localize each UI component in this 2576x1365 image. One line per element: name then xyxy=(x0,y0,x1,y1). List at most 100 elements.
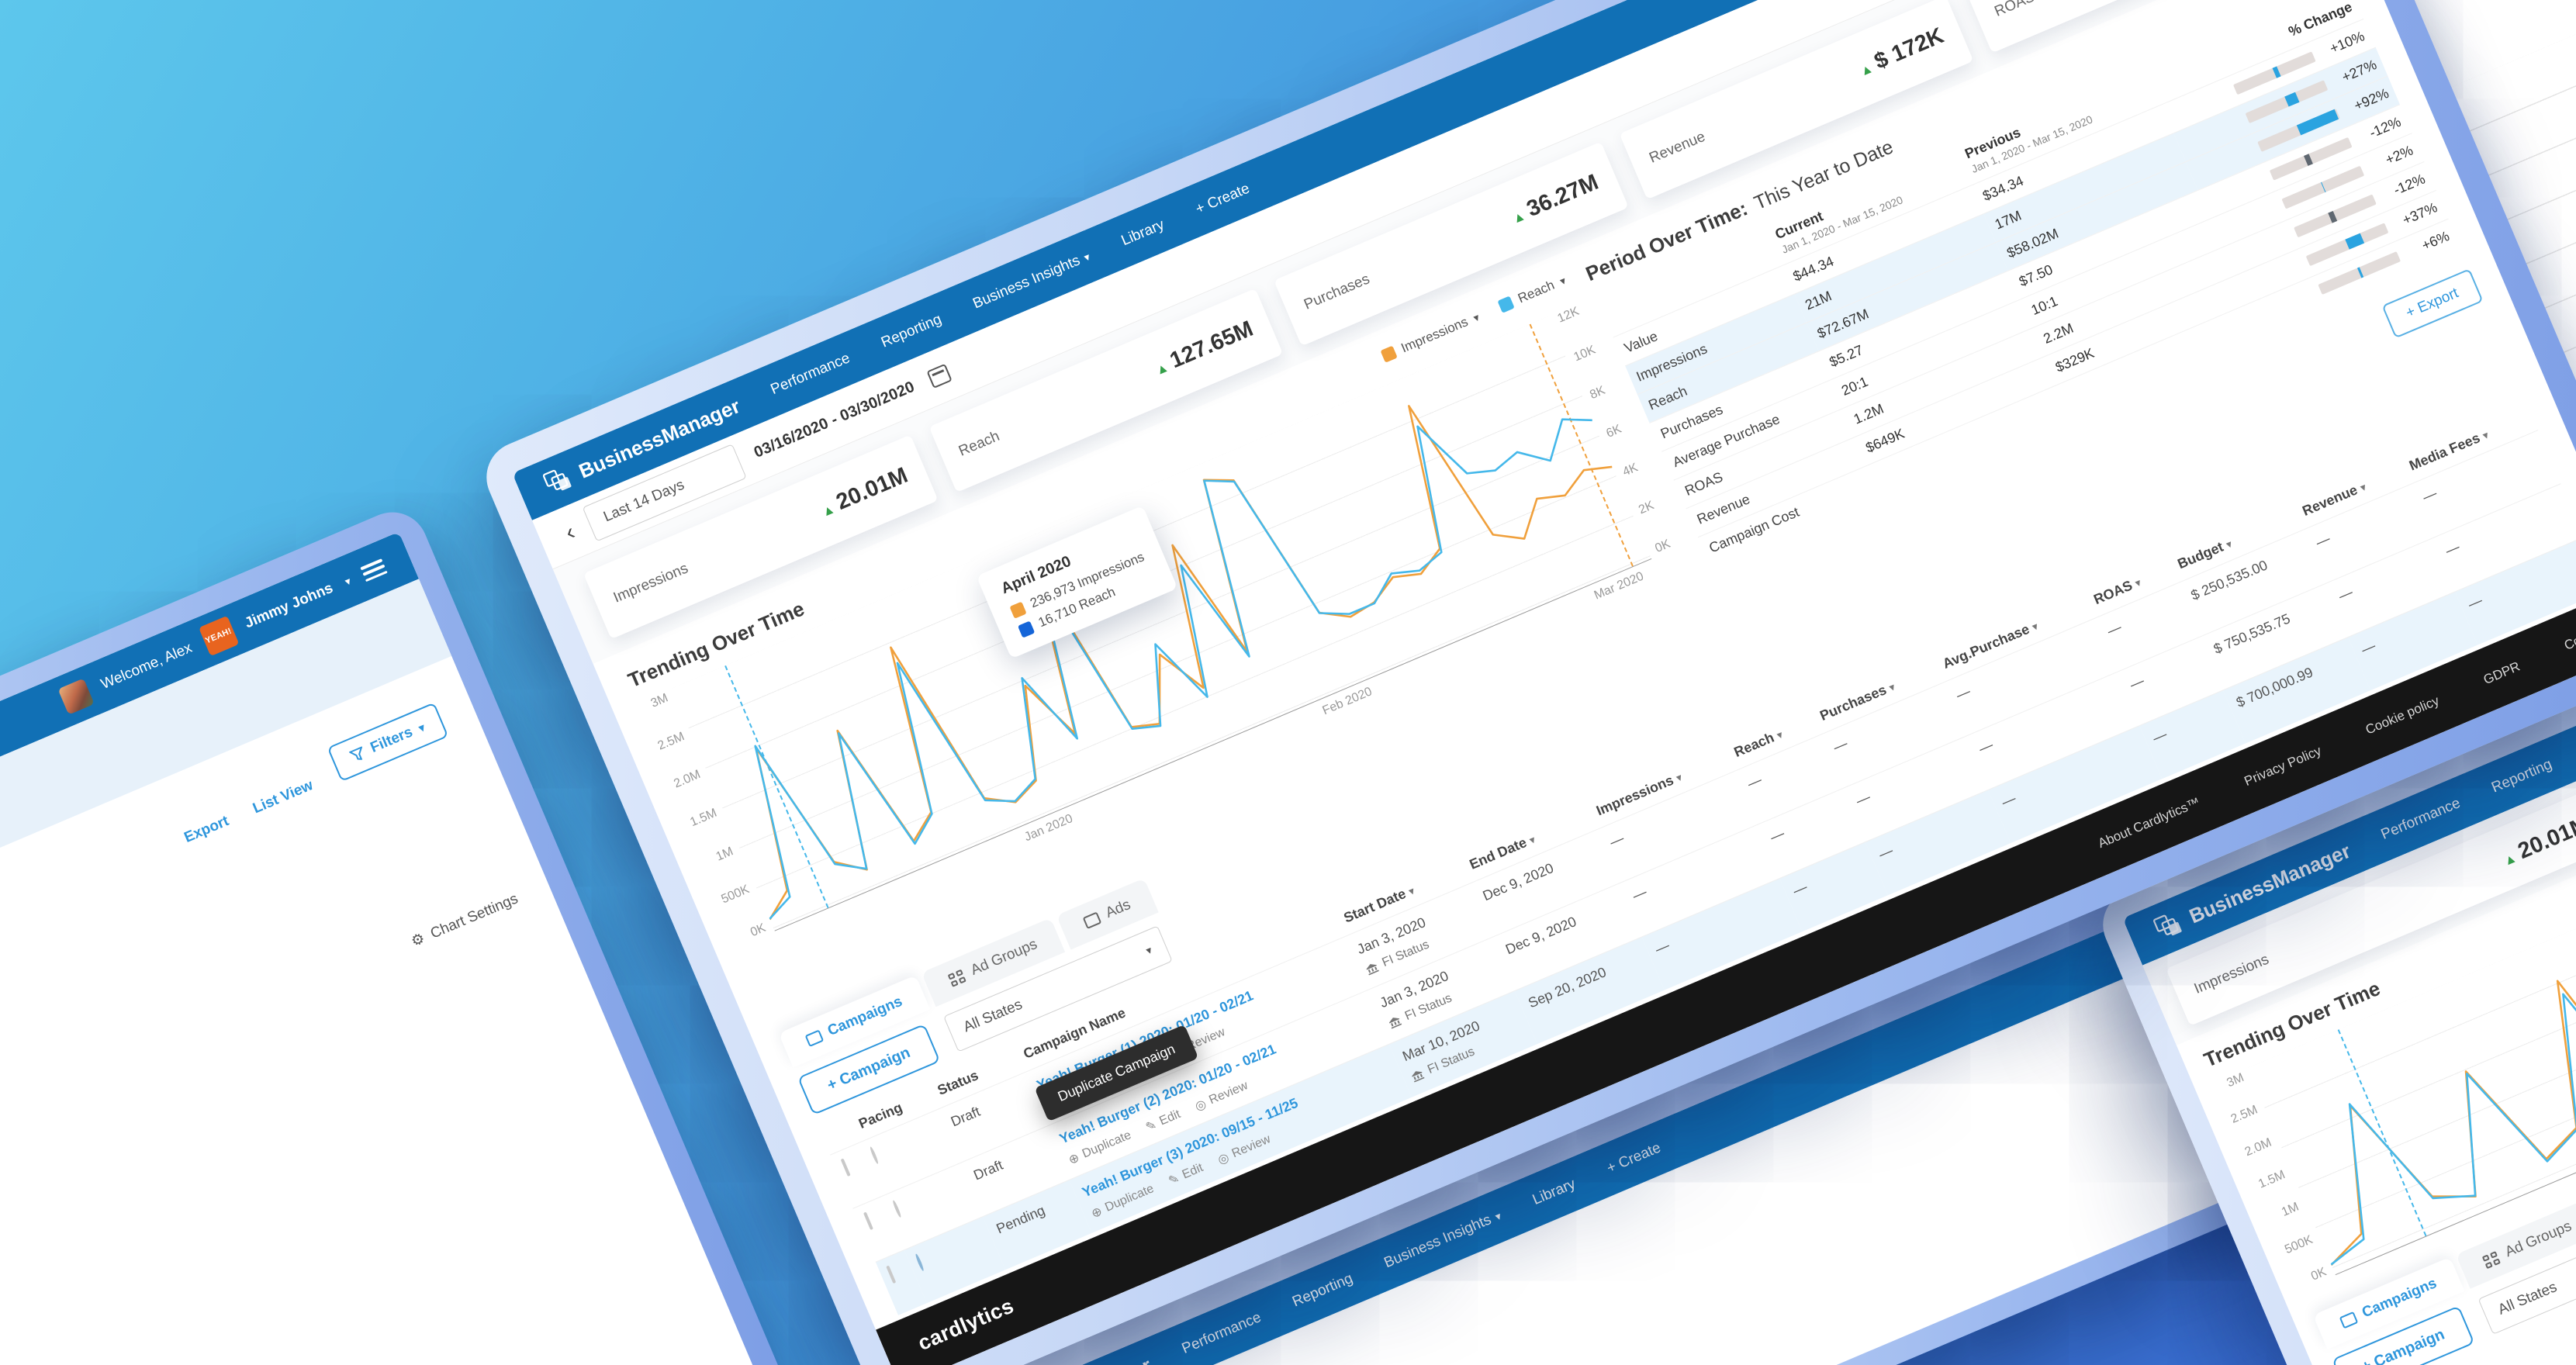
bottom-right-screen: BusinessManager Performance Reporting Bu… xyxy=(2122,342,2576,1365)
up-arrow-icon: ▲ xyxy=(1509,208,1528,227)
funnel-icon xyxy=(348,746,363,760)
campaign-row[interactable]: Pending Yeah! Burger (3) 2020: 09/15 - 1… xyxy=(875,537,2576,1315)
nav-reporting[interactable]: Reporting xyxy=(879,311,945,351)
cardlytics-logo: cardlytics xyxy=(915,1294,1018,1356)
footer-link-contacts[interactable]: Contacts xyxy=(2561,619,2576,653)
footer-link-cookie[interactable]: Cookie policy xyxy=(2363,693,2442,738)
trend-plot[interactable]: April 2020 236,973 Impressions 16,710 Re… xyxy=(2248,522,2576,1276)
reach-swatch xyxy=(1017,620,1035,638)
trending-chart xyxy=(2248,523,2576,1275)
central-navbar: BusinessManager Performance Reporting Bu… xyxy=(512,0,2289,520)
kpi-value: ▲127.65M xyxy=(1153,316,1257,378)
up-arrow-icon: ▲ xyxy=(1153,359,1171,378)
bank-icon xyxy=(1366,963,1380,976)
brand[interactable]: BusinessManager xyxy=(2152,838,2354,944)
brand[interactable]: BusinessManager xyxy=(541,392,744,499)
pacing-indicator xyxy=(869,1146,880,1165)
br-trending-panel: Trending Over Time Impressions▾ Reach▾ 3… xyxy=(2198,485,2576,1308)
edit-icon: ✎ xyxy=(1167,1172,1182,1188)
filters-button[interactable]: Filters ▾ xyxy=(327,702,449,783)
up-arrow-icon: ▲ xyxy=(1857,60,1876,80)
kpi-value: ▲20.01M xyxy=(819,463,912,520)
kpi-label: Purchases xyxy=(1302,271,1372,313)
kpi-label: Revenue xyxy=(1647,128,1708,167)
footer-link-about[interactable]: About Cardlytics™ xyxy=(2096,794,2203,852)
chevron-down-icon: ▾ xyxy=(1493,1209,1503,1223)
nav-library[interactable]: Library xyxy=(1530,1176,1578,1209)
row-checkbox[interactable] xyxy=(840,1158,851,1177)
campaign-row[interactable]: Draft Yeah! Burger (2) 2020: 01/20 - 02/… xyxy=(852,483,2576,1263)
nav-performance[interactable]: Performance xyxy=(1179,1309,1264,1357)
businessmanager-logo-icon xyxy=(2153,914,2182,936)
avatar[interactable] xyxy=(57,678,95,715)
nav-reporting[interactable]: Reporting xyxy=(2489,755,2555,797)
edit-icon: ✎ xyxy=(1143,1118,1159,1135)
device-bottom-right: BusinessManager Performance Reporting Bu… xyxy=(2092,312,2576,1365)
yeah-burger-logo[interactable]: YEAH! xyxy=(198,615,240,657)
chevron-down-icon: ▾ xyxy=(1144,943,1154,958)
chevron-down-icon: ▾ xyxy=(1471,310,1482,325)
sort-icon: ▾ xyxy=(2481,428,2491,442)
sort-icon: ▾ xyxy=(2030,619,2040,634)
edit-action[interactable]: ✎Edit xyxy=(1143,1107,1183,1135)
sort-icon: ▾ xyxy=(1775,727,1785,742)
nav-create[interactable]: + Create xyxy=(1193,180,1253,218)
businessmanager-logo-icon xyxy=(542,469,572,491)
fi-status[interactable]: FI Status xyxy=(1387,970,1504,1031)
sort-icon: ▾ xyxy=(2132,575,2143,589)
bank-icon xyxy=(1412,1071,1425,1083)
calendar-icon[interactable] xyxy=(926,363,953,389)
ads-icon xyxy=(1082,911,1102,929)
gear-icon: ⚙ xyxy=(409,930,427,951)
kpi-label: ROAS xyxy=(1992,0,2038,20)
sort-icon: ▾ xyxy=(1527,832,1537,847)
bank-icon xyxy=(1389,1017,1402,1029)
edit-action[interactable]: ✎Edit xyxy=(1167,1161,1205,1188)
sort-icon: ▾ xyxy=(1674,770,1685,785)
review-icon: ◎ xyxy=(1215,1150,1232,1168)
chevron-down-icon: ▾ xyxy=(1558,274,1568,288)
duplicate-icon: ⊕ xyxy=(1089,1204,1105,1222)
fi-status[interactable]: FI Status xyxy=(1409,1024,1527,1084)
kpi-label: Reach xyxy=(956,427,1002,460)
campaigns-icon xyxy=(804,1029,825,1047)
campaign-row[interactable]: Draft Yeah! Burger (1) 2020: 01/20 - 02/… xyxy=(830,430,2561,1209)
campaigns-icon xyxy=(2339,1311,2359,1329)
kpi-value: ▲36.27M xyxy=(1509,170,1603,227)
central-screen: BusinessManager Performance Reporting Bu… xyxy=(512,0,2576,1365)
kpi-value: ▲20.01M xyxy=(2501,811,2576,869)
row-checkbox[interactable] xyxy=(863,1211,873,1231)
up-arrow-icon: ▲ xyxy=(2501,849,2519,869)
nav-reporting[interactable]: Reporting xyxy=(1290,1270,1356,1311)
nav-create[interactable]: + Create xyxy=(1604,1139,1664,1177)
pacing-indicator xyxy=(915,1253,925,1272)
device-left: Welcome, Alex YEAH! Jimmy Johns ▾ wichSu… xyxy=(0,501,824,1365)
duplicate-icon: ⊕ xyxy=(1067,1151,1082,1168)
footer-link-privacy[interactable]: Privacy Policy xyxy=(2242,743,2324,790)
trend-plot[interactable]: April 2020 236,973 Impressions 16,710 Re… xyxy=(672,316,1652,931)
kpi-value: ▲$ 172K xyxy=(1857,23,1948,80)
menu-icon[interactable] xyxy=(360,558,388,582)
legend-reach[interactable]: Reach ▾ xyxy=(1497,272,1568,314)
sort-icon: ▾ xyxy=(2358,480,2368,494)
impressions-swatch xyxy=(1009,601,1027,619)
row-checkbox[interactable] xyxy=(886,1265,897,1284)
review-icon: ◎ xyxy=(1193,1097,1208,1114)
up-arrow-icon: ▲ xyxy=(819,501,838,520)
chevron-down-icon: ▾ xyxy=(417,721,427,734)
chart-settings[interactable]: ⚙ Chart Settings xyxy=(409,890,520,951)
campaigns-section: + Export Campaigns Ad Groups Ads + Campa… xyxy=(735,252,2576,1325)
nav-business-insights[interactable]: Business Insights ▾ xyxy=(1381,1209,1503,1272)
nav-library[interactable]: Library xyxy=(1119,216,1167,250)
back-chevron-icon[interactable]: ‹ xyxy=(561,519,579,546)
sort-icon: ▾ xyxy=(1886,680,1897,694)
kpi-label: Impressions xyxy=(610,560,691,606)
footer-link-gdpr[interactable]: GDPR xyxy=(2481,658,2522,688)
fi-status[interactable]: FI Status xyxy=(1364,917,1481,977)
kpi-label: Impressions xyxy=(2191,951,2272,997)
left-screen: Welcome, Alex YEAH! Jimmy Johns ▾ wichSu… xyxy=(0,531,794,1365)
ad-groups-icon xyxy=(2482,1250,2502,1270)
trending-chart xyxy=(672,316,1651,931)
pacing-indicator xyxy=(891,1199,902,1218)
